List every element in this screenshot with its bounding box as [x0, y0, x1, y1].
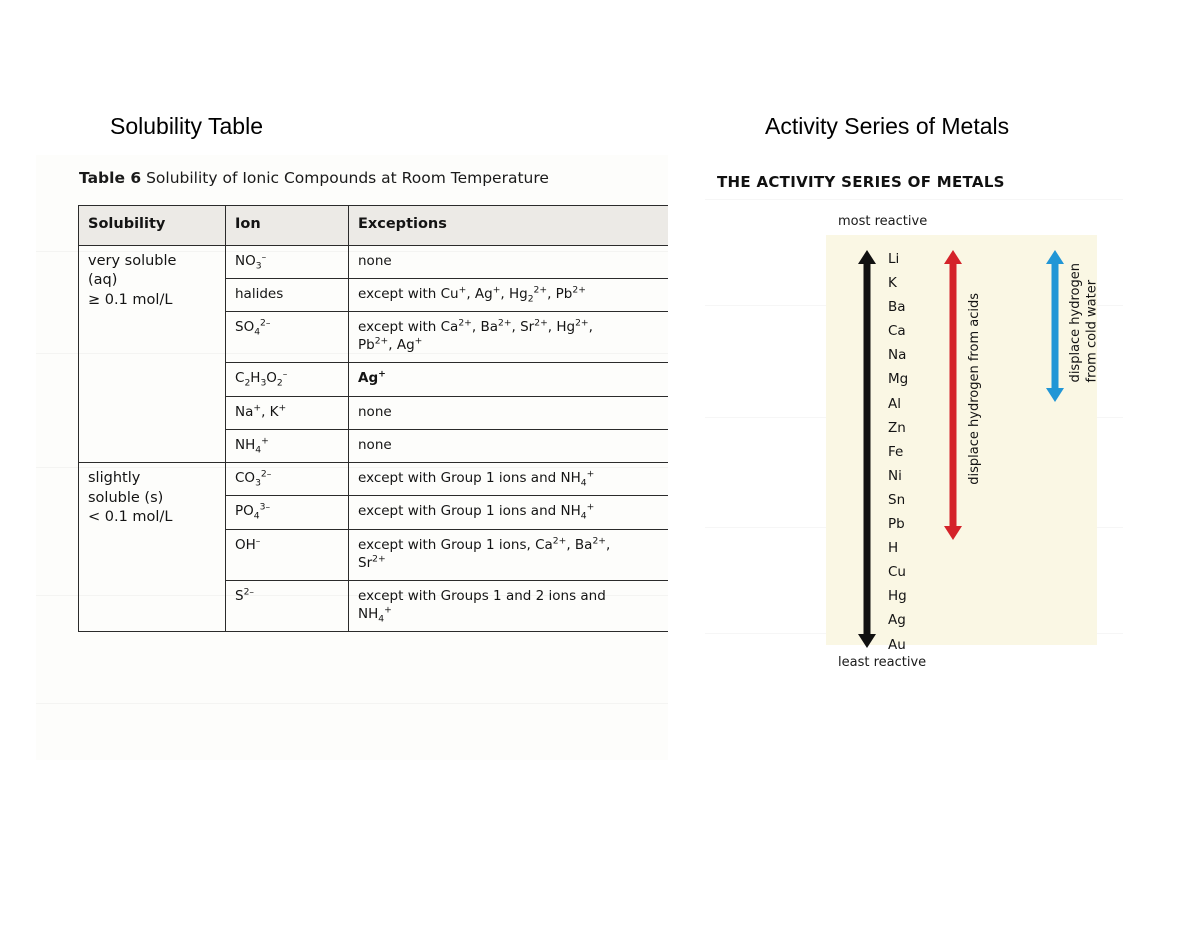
column-header-exceptions: Exceptions [348, 205, 668, 246]
metal-item: Cu [888, 564, 906, 581]
cell-ion: PO43– [225, 495, 349, 530]
cell-exception: except with Group 1 ions, Ca2+, Ba2+, Sr2… [348, 528, 668, 581]
cell-exception: none [348, 428, 668, 464]
metal-item: Ba [888, 299, 906, 316]
cell-exception: except with Groups 1 and 2 ions and NH4+ [348, 579, 668, 633]
cell-exception: except with Group 1 ions and NH4+ [348, 495, 668, 530]
metal-item: Ca [888, 323, 906, 340]
table-row: NH4+ none [79, 428, 668, 464]
table-row: SO42– except with Ca2+, Ba2+, Sr2+, Hg2+… [79, 310, 668, 364]
table-row: S2– except with Groups 1 and 2 ions and N… [79, 579, 668, 633]
metal-item: Pb [888, 516, 905, 533]
table-caption-text: Solubility of Ionic Compounds at Room Te… [146, 169, 549, 187]
table-row: very soluble (aq) ≥ 0.1 mol/L NO3– none [78, 244, 668, 464]
table-row: halides except with Cu+, Ag+, Hg22+, Pb2… [79, 277, 668, 313]
table-caption-number: Table 6 [79, 169, 142, 187]
table-row: slightly soluble (s) < 0.1 mol/L CO32– e… [78, 462, 668, 633]
metal-item: Sn [888, 491, 906, 508]
column-header-solubility: Solubility [78, 205, 226, 246]
cell-ion: S2– [225, 579, 349, 633]
cell-ion: halides [225, 277, 349, 313]
column-header-ion: Ion [225, 205, 349, 246]
cell-exception: none [348, 244, 668, 279]
cell-ion: OH– [225, 528, 349, 581]
cell-exception: except with Group 1 ions and NH4+ [348, 462, 668, 497]
cell-ion: SO42– [225, 310, 349, 364]
metal-item: Na [888, 347, 907, 364]
metal-item: Fe [888, 443, 904, 460]
cell-ion: NH4+ [225, 428, 349, 464]
very-soluble-line1: very soluble [88, 252, 177, 269]
slightly-soluble-line2: soluble (s) [88, 489, 164, 506]
metal-list: Li K Ba Ca Na Mg Al Zn Fe Ni Sn Pb H Cu … [888, 247, 934, 657]
metal-item: K [888, 275, 897, 292]
water-arrow-label: displace hydrogen from cold water [1068, 263, 1101, 382]
cell-ion: Na+, K+ [225, 395, 349, 430]
page-title-activity-series: Activity Series of Metals [765, 113, 1010, 139]
cell-exception: Ag+ [348, 362, 668, 397]
cell-solubility-very-soluble: very soluble (aq) ≥ 0.1 mol/L [78, 244, 226, 464]
very-soluble-line2: (aq) [88, 272, 118, 289]
cell-solubility-slightly-soluble: slightly soluble (s) < 0.1 mol/L [78, 462, 226, 633]
metal-item: Hg [888, 588, 907, 605]
cell-ion: C2H3O2– [225, 362, 349, 397]
metal-item: Mg [888, 371, 909, 388]
activity-series-figure: THE ACTIVITY SERIES OF METALS most react… [705, 155, 1123, 700]
slightly-soluble-line3: < 0.1 mol/L [88, 509, 173, 526]
cell-exception: except with Cu+, Ag+, Hg22+, Pb2+ [348, 277, 668, 313]
water-arrow-label-line2: from cold water [1084, 279, 1100, 383]
table-row: OH– except with Group 1 ions, Ca2+, Ba2+… [79, 528, 668, 581]
table-header-row: Solubility Ion Exceptions [78, 205, 668, 246]
metal-item: Li [888, 251, 900, 267]
water-arrow-label-line1: displace hydrogen [1068, 263, 1083, 383]
activity-series-title: THE ACTIVITY SERIES OF METALS [717, 173, 1005, 191]
cell-exception: none [348, 395, 668, 430]
solubility-table: Solubility Ion Exceptions very soluble (… [78, 205, 668, 633]
acids-arrow-label: displace hydrogen from acids [967, 293, 982, 485]
metal-item: H [888, 540, 899, 557]
cell-ion: CO32– [225, 462, 349, 497]
cell-ion: NO3– [225, 244, 349, 279]
table-row: C2H3O2– Ag+ [79, 362, 668, 397]
least-reactive-label: least reactive [838, 655, 927, 670]
very-soluble-line3: ≥ 0.1 mol/L [88, 291, 173, 308]
metal-item: Au [888, 636, 906, 653]
cell-exception: except with Ca2+, Ba2+, Sr2+, Hg2+, Pb2+,… [348, 310, 668, 364]
page-title-solubility: Solubility Table [110, 113, 264, 139]
table-caption: Table 6 Solubility of Ionic Compounds at… [79, 169, 549, 187]
most-reactive-label: most reactive [838, 214, 928, 229]
metal-item: Ni [888, 467, 902, 484]
table-row: Na+, K+ none [79, 395, 668, 430]
metal-item: Al [888, 395, 901, 412]
metal-item: Zn [888, 419, 906, 436]
slightly-soluble-line1: slightly [88, 470, 141, 487]
metal-item: Ag [888, 612, 906, 629]
solubility-table-figure: Table 6 Solubility of Ionic Compounds at… [36, 155, 668, 760]
